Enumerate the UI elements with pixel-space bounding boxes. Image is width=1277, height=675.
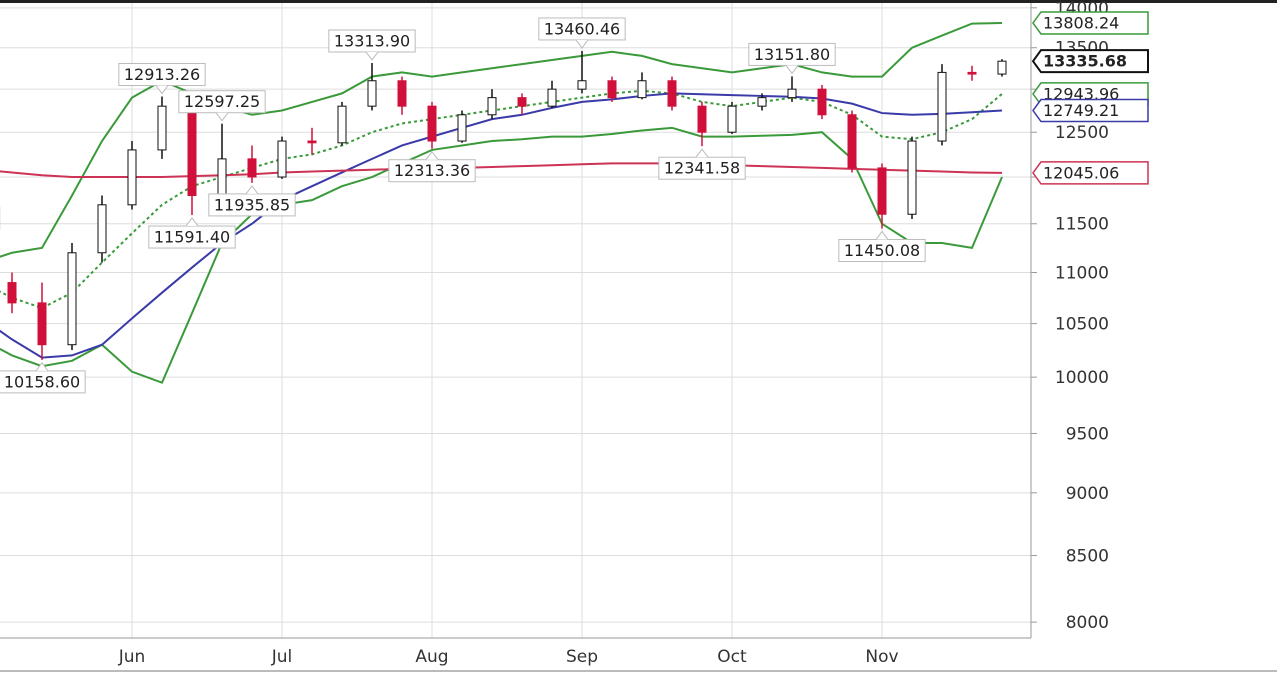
candle-body bbox=[667, 80, 677, 107]
callout-pointer bbox=[695, 148, 709, 158]
callout: 11591.40 bbox=[148, 217, 236, 249]
callout: 10158.60 bbox=[0, 362, 86, 394]
candle-body bbox=[577, 80, 587, 90]
candle-body bbox=[637, 80, 647, 99]
y-tick-label: 11500 bbox=[1055, 215, 1109, 235]
candle-body bbox=[817, 88, 827, 116]
callout: 13460.46 bbox=[538, 17, 626, 49]
indicator-line bbox=[0, 162, 1003, 179]
callout: 12341.58 bbox=[658, 148, 746, 180]
candle-body bbox=[697, 105, 707, 133]
callout-pointer bbox=[575, 39, 589, 49]
price-tag bbox=[1032, 11, 1149, 35]
callout-label: 13151.80 bbox=[754, 45, 830, 64]
callout-box bbox=[748, 42, 836, 66]
candle-body bbox=[487, 97, 497, 116]
candle-body bbox=[217, 158, 227, 196]
y-tick-label: 11000 bbox=[1055, 264, 1109, 284]
candle-body bbox=[937, 71, 947, 142]
y-tick-label: 8000 bbox=[1066, 613, 1109, 633]
candle-body bbox=[277, 140, 287, 178]
y-tick-label: 12500 bbox=[1055, 123, 1109, 143]
candle-body bbox=[727, 105, 737, 133]
price-tag bbox=[1032, 98, 1149, 123]
price-tag-label: 12045.06 bbox=[1043, 163, 1119, 182]
candle-body bbox=[517, 97, 527, 107]
callout-label: 13313.90 bbox=[334, 31, 410, 50]
candle-body bbox=[127, 149, 137, 206]
candle-body bbox=[337, 105, 347, 144]
callout-label: 11935.85 bbox=[214, 195, 290, 214]
price-tag-label: 13808.24 bbox=[1043, 13, 1119, 32]
callout-label: 12313.36 bbox=[394, 161, 470, 180]
y-tick-label: 10000 bbox=[1055, 368, 1109, 388]
x-tick-label: Sep bbox=[566, 647, 598, 667]
callout-pointer bbox=[875, 230, 889, 240]
candle-body bbox=[37, 302, 47, 346]
candle-body bbox=[967, 71, 977, 75]
candle-body bbox=[997, 60, 1007, 75]
callout-pointer bbox=[215, 112, 229, 122]
y-tick-label: 8500 bbox=[1066, 547, 1109, 567]
candle-body bbox=[157, 105, 167, 151]
candle-body bbox=[67, 252, 77, 346]
callout: 11935.85 bbox=[208, 185, 296, 217]
callout-pointer bbox=[425, 150, 439, 161]
callout: 13313.90 bbox=[328, 29, 416, 61]
callout: 12913.26 bbox=[118, 63, 206, 95]
candle-body bbox=[307, 140, 317, 144]
callout-label: 12597.25 bbox=[184, 92, 260, 111]
callout: 12313.36 bbox=[388, 150, 476, 183]
callout-pointer bbox=[785, 65, 799, 75]
callout: 13151.80 bbox=[748, 42, 836, 75]
candle-body bbox=[877, 167, 887, 215]
candle-body bbox=[397, 80, 407, 107]
plot-area: .7012913.2612597.2513313.9013460.4613151… bbox=[0, 17, 1007, 394]
candle-body bbox=[607, 80, 617, 99]
x-tick-label: Aug bbox=[415, 647, 448, 667]
candle-body bbox=[427, 105, 437, 142]
x-tick-label: Oct bbox=[717, 647, 747, 667]
x-tick-label: Jul bbox=[271, 647, 293, 667]
callout-label: 11450.08 bbox=[844, 241, 920, 260]
x-tick-label: Jun bbox=[118, 647, 146, 667]
callout-pointer bbox=[35, 362, 49, 372]
price-tag bbox=[1031, 49, 1149, 74]
candle-body bbox=[7, 282, 17, 304]
y-tick-label: 9500 bbox=[1066, 424, 1109, 444]
callout-label: 12341.58 bbox=[664, 159, 740, 178]
candle-body bbox=[787, 88, 797, 99]
callout-pointer bbox=[245, 185, 259, 195]
candle-body bbox=[187, 105, 197, 196]
candle-body bbox=[757, 97, 767, 107]
y-tick-label: 10500 bbox=[1055, 315, 1109, 335]
price-tag bbox=[1032, 161, 1149, 185]
price-tag-label: 13335.68 bbox=[1043, 52, 1127, 71]
indicator-line bbox=[0, 21, 1003, 258]
callout-label: 13460.46 bbox=[544, 19, 620, 38]
candle-body bbox=[247, 158, 257, 178]
x-tick-label: Nov bbox=[865, 647, 898, 667]
indicator-line bbox=[0, 126, 1003, 384]
callout-pointer bbox=[365, 51, 379, 61]
price-tag-label: 12943.96 bbox=[1043, 84, 1119, 103]
callout-label: 12913.26 bbox=[124, 65, 200, 84]
callout-label: 10158.60 bbox=[4, 372, 80, 391]
border bbox=[0, 0, 1277, 3]
callout: 12597.25 bbox=[178, 90, 266, 122]
candle-body bbox=[907, 140, 917, 215]
price-tag-label: 12749.21 bbox=[1043, 101, 1119, 120]
callout-pointer bbox=[155, 85, 169, 95]
candle-body bbox=[367, 80, 377, 107]
candle-body bbox=[847, 114, 857, 169]
candle-body bbox=[97, 204, 107, 254]
candle-body bbox=[457, 114, 467, 142]
callout-pointer bbox=[185, 217, 199, 227]
callout-label: 11591.40 bbox=[154, 228, 230, 247]
callout: 11450.08 bbox=[838, 230, 926, 263]
y-tick-label: 9000 bbox=[1066, 484, 1109, 504]
candle-body bbox=[547, 88, 557, 107]
